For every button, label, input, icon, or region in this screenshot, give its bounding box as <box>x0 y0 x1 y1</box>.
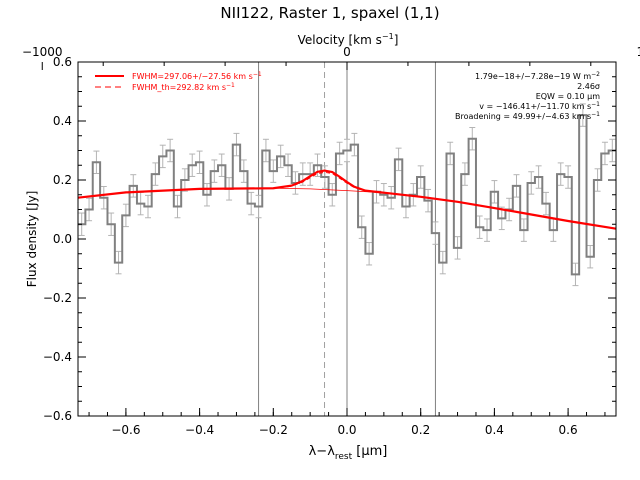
top-tick-label: −1000 <box>22 45 63 59</box>
x-tick-label: −0.4 <box>185 423 214 437</box>
data-step-line <box>78 114 616 276</box>
legend-label: FWHM_th=292.82 km s−1 <box>132 82 235 92</box>
top-axis-label: Velocity [km s−1] <box>298 32 399 47</box>
fit-annotation: EQW = 0.10 μm <box>536 92 600 101</box>
y-tick-label: −0.4 <box>43 350 72 364</box>
x-tick-label: 0.0 <box>337 423 356 437</box>
fit-annotation: 2.46σ <box>577 82 600 91</box>
x-tick-label: −0.2 <box>259 423 288 437</box>
y-tick-label: 0.2 <box>53 173 72 187</box>
y-tick-label: −0.6 <box>43 409 72 423</box>
x-tick-label: 0.4 <box>485 423 504 437</box>
x-tick-label: −0.6 <box>111 423 140 437</box>
legend-label: FWHM=297.06+/−27.56 km s−1 <box>132 71 262 81</box>
fit-line <box>77 169 617 230</box>
top-tick-label: 0 <box>343 45 351 59</box>
top-tick-label: 1000 <box>636 45 640 59</box>
fit-annotation: v = −146.41+/−11.70 km s−1 <box>479 101 600 111</box>
y-tick-label: 0.4 <box>53 114 72 128</box>
fit-annotation: 1.79e−18+/−7.28e−19 W m−2 <box>475 71 600 81</box>
baseline-line <box>273 187 384 194</box>
fit-annotation: Broadening = 49.99+/−4.63 km s−1 <box>455 111 600 121</box>
x-tick-label: 0.6 <box>559 423 578 437</box>
y-tick-label: 0.6 <box>53 55 72 69</box>
y-tick-label: 0.0 <box>53 232 72 246</box>
y-axis-label: Flux density [Jy] <box>25 191 39 288</box>
x-axis-label: λ−λrest [μm] <box>309 444 388 462</box>
chart-title: NII122, Raster 1, spaxel (1,1) <box>220 4 439 22</box>
y-tick-label: −0.2 <box>43 291 72 305</box>
x-tick-label: 0.2 <box>411 423 430 437</box>
